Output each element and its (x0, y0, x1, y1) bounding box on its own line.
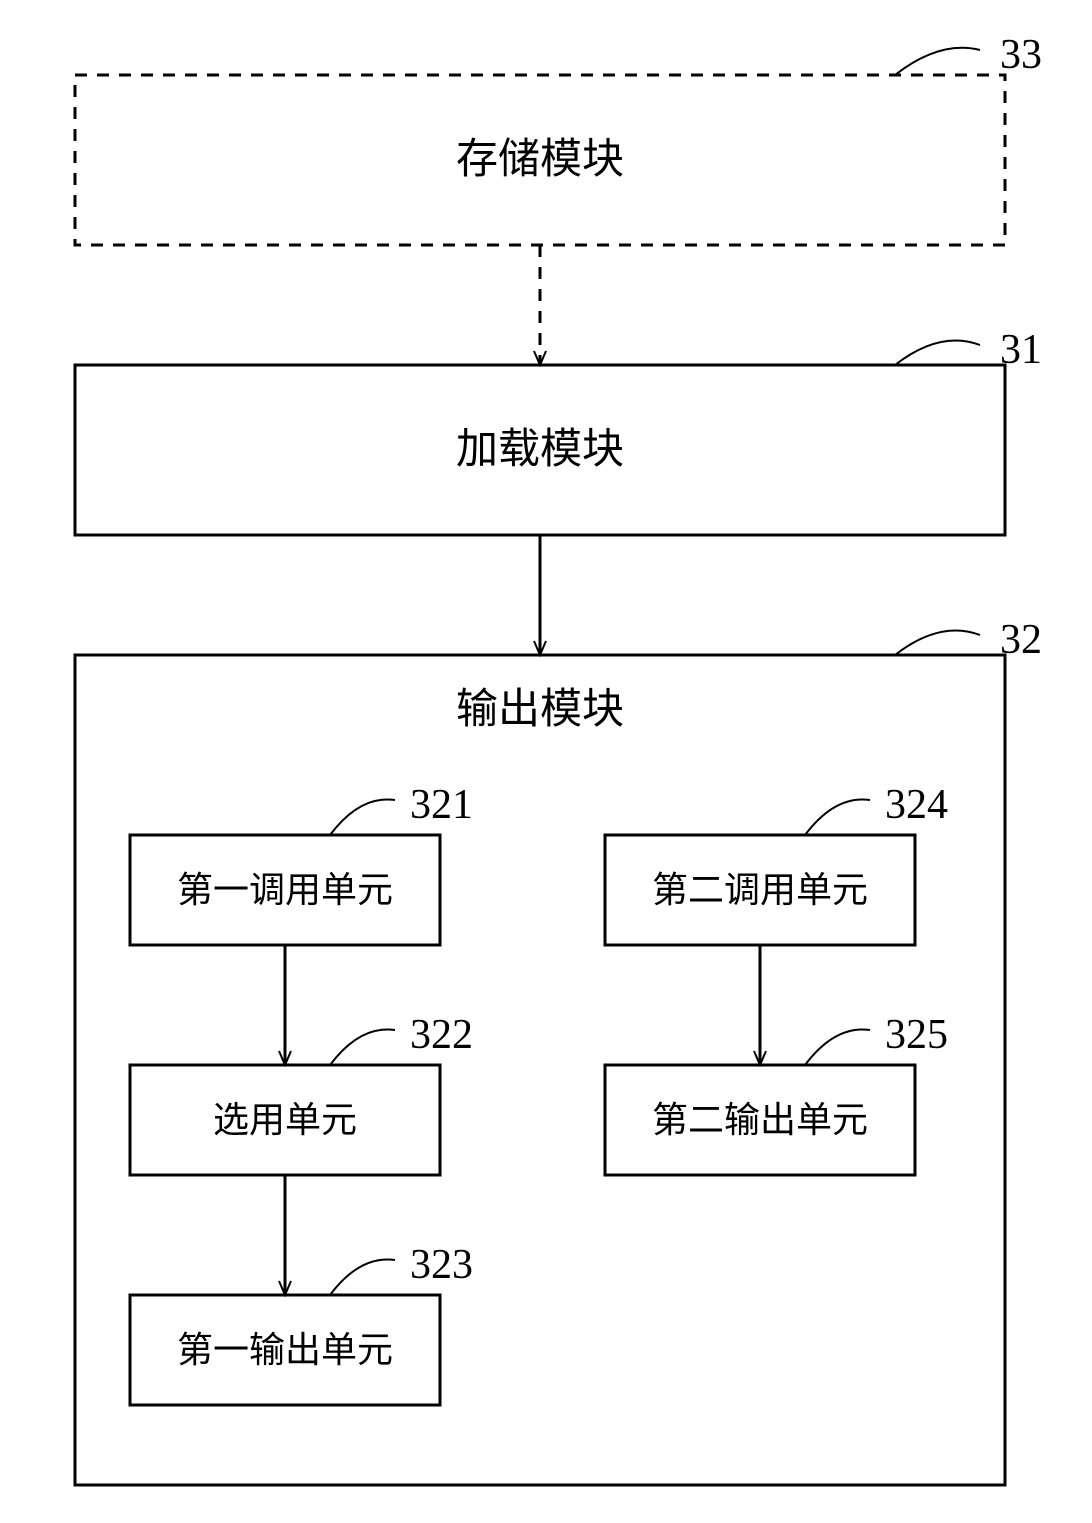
node-label-select: 选用单元 (213, 1100, 357, 1140)
leader-select (330, 1029, 395, 1065)
ref-label-second_call: 324 (885, 782, 948, 828)
ref-label-storage: 33 (1000, 32, 1042, 78)
flowchart-diagram: 存储模块 33 加载模块 31 输出模块 32 第一调用单元 321 选用单元 322 第一输出单元… (0, 0, 1092, 1523)
node-label-storage: 存储模块 (456, 137, 624, 183)
leader-second_call (805, 799, 870, 835)
leader-output (895, 631, 980, 656)
node-label-first_call: 第一调用单元 (177, 870, 393, 910)
leader-load (895, 341, 980, 366)
ref-label-load: 31 (1000, 327, 1042, 373)
ref-label-first_call: 321 (410, 782, 473, 828)
leader-storage (895, 48, 980, 75)
node-label-first_output: 第一输出单元 (177, 1330, 393, 1370)
leader-first_output (330, 1259, 395, 1295)
node-label-second_output: 第二输出单元 (652, 1100, 868, 1140)
leader-second_output (805, 1029, 870, 1065)
ref-label-second_output: 325 (885, 1012, 948, 1058)
ref-label-select: 322 (410, 1012, 473, 1058)
leader-first_call (330, 799, 395, 835)
ref-label-first_output: 323 (410, 1242, 473, 1288)
node-label-load: 加载模块 (456, 427, 624, 473)
ref-label-output: 32 (1000, 617, 1042, 663)
node-label-output: 输出模块 (456, 687, 624, 733)
node-label-second_call: 第二调用单元 (652, 870, 868, 910)
